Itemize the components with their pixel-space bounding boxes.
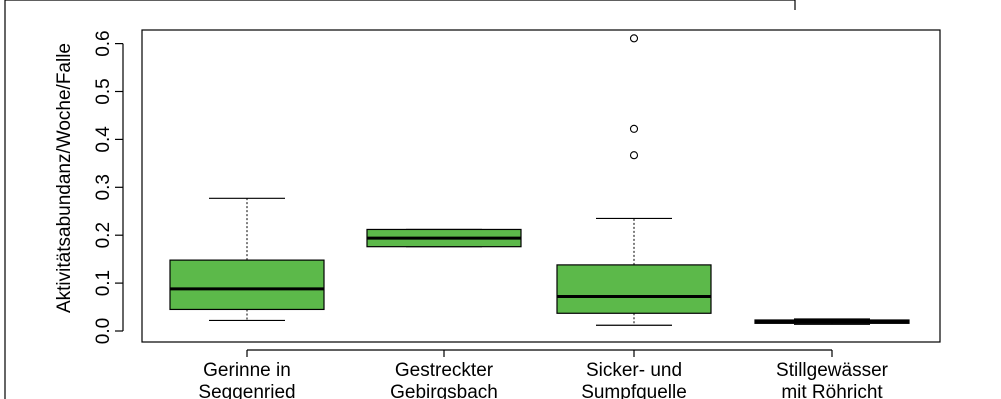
iqr-box — [169, 259, 325, 311]
y-tick-label: 0.6 — [93, 30, 114, 56]
y-tick-label: 0.1 — [93, 270, 114, 296]
x-category-label: Gestreckter — [395, 360, 494, 381]
box-1 — [169, 197, 325, 322]
y-axis: 0.0 0.1 0.2 0.3 0.4 0.5 0.6 — [93, 30, 124, 344]
outlier-point — [629, 34, 639, 43]
y-tick-label: 0.4 — [93, 126, 114, 153]
box-2 — [366, 228, 522, 248]
y-tick-label: 0.0 — [93, 318, 114, 344]
iqr-box — [556, 264, 712, 314]
box-group — [169, 34, 910, 326]
y-tick-label: 0.2 — [93, 222, 114, 248]
x-category-label: Sicker- und — [586, 360, 682, 381]
y-tick-label: 0.5 — [93, 78, 114, 104]
outlier-point — [629, 124, 639, 133]
plot-area — [141, 29, 941, 343]
outlier-point — [629, 151, 639, 160]
x-category-label: Sumpfquelle — [581, 382, 687, 399]
x-category-label: Gebirgsbach — [390, 382, 498, 399]
box-3 — [556, 34, 712, 326]
y-tick-label: 0.3 — [93, 174, 114, 200]
x-category-label: Stillgewässer — [776, 360, 889, 381]
x-category-label: mit Röhricht — [781, 382, 883, 399]
x-category-label: Seggenried — [198, 382, 295, 399]
y-axis-title: Aktivitätsabundanz/Woche/Falle — [54, 43, 75, 313]
x-category-label: Gerinne in — [203, 360, 291, 381]
box-4 — [754, 318, 910, 325]
